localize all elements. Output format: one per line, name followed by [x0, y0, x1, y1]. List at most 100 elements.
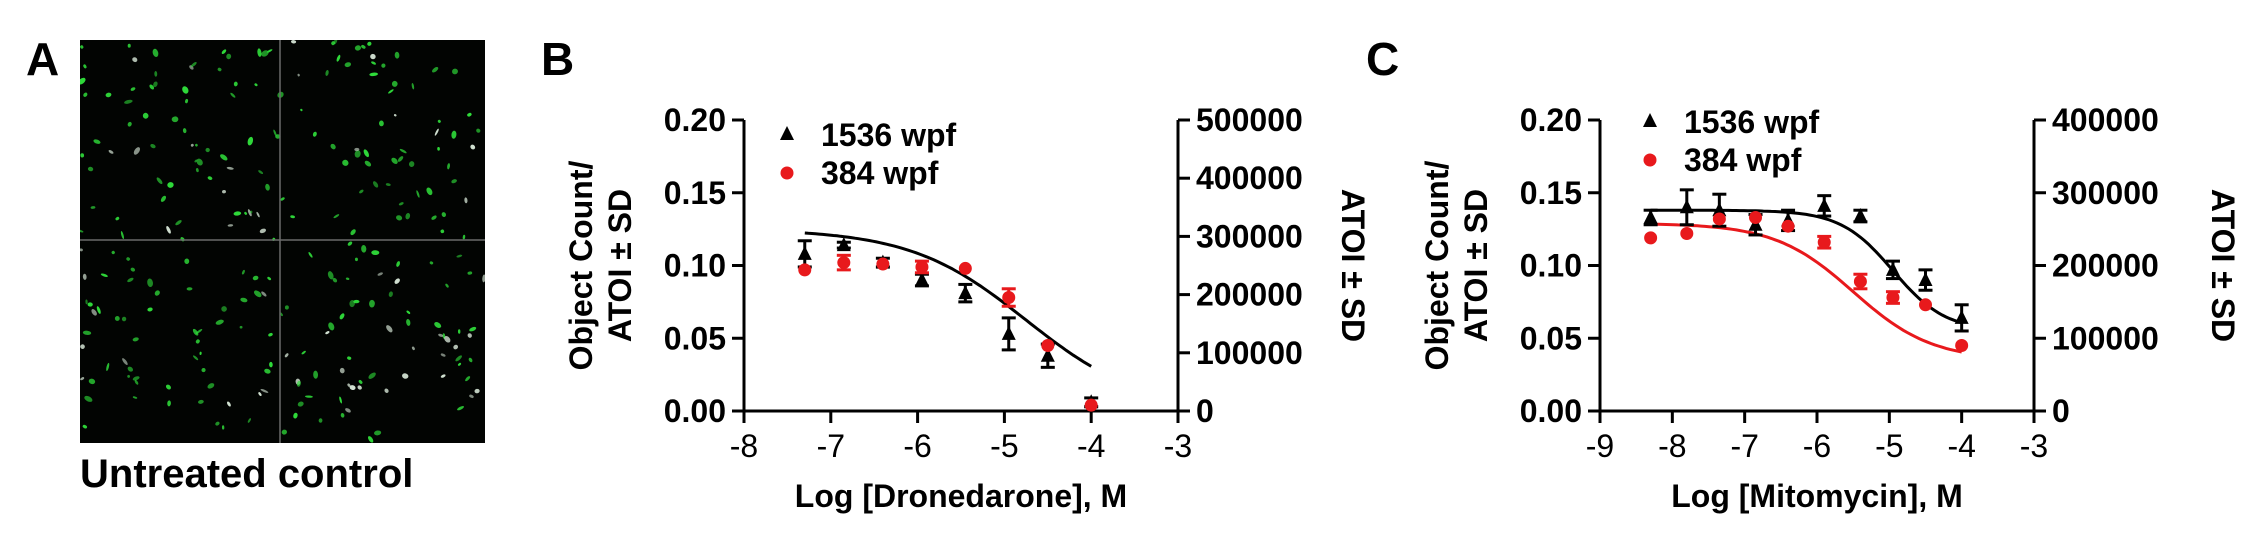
legend-label: 1536 wpf [1684, 104, 1820, 140]
cell-dot [221, 306, 227, 312]
cell-dot [378, 120, 384, 127]
cell-dot [342, 159, 349, 166]
cell-dot [396, 215, 403, 221]
y-left-tick-label: 0.00 [1520, 393, 1582, 429]
cell-dot [152, 48, 159, 57]
cell-dot [464, 197, 468, 204]
cell-dot [377, 272, 383, 276]
fit-curve [1650, 222, 1963, 354]
cell-dot [482, 274, 485, 283]
cell-dot [268, 333, 273, 337]
legend-label: 384 wpf [1684, 142, 1802, 178]
cell-dot [300, 108, 303, 112]
cell-dot [363, 149, 370, 158]
cell-dot [261, 50, 269, 57]
panel-b-label: B [541, 33, 575, 85]
cell-dot [330, 143, 336, 150]
cell-dot [440, 374, 446, 378]
cell-dot [264, 368, 271, 374]
cell-dot [364, 160, 372, 167]
cell-dot [106, 362, 110, 372]
cell-dot [127, 277, 134, 283]
cell-dot [434, 322, 442, 329]
cell-dot [440, 353, 446, 357]
legend-marker-triangle [780, 126, 794, 140]
data-point-circle [1817, 235, 1831, 249]
cell-dot [381, 63, 386, 68]
cell-dot [406, 310, 411, 314]
cell-dot [385, 183, 391, 186]
cell-dot [227, 401, 231, 407]
cell-dot [296, 380, 301, 387]
cell-dot [84, 395, 93, 402]
y-right-tick-label: 200000 [2052, 248, 2159, 284]
cell-dot [453, 344, 459, 350]
cell-dot [233, 81, 238, 87]
cell-dot [195, 168, 199, 173]
panel-c-label: C [1366, 33, 1400, 85]
y-axis-title-left-line2: ATOI ± SD [1458, 189, 1494, 342]
panel-a-label: A [26, 33, 60, 85]
cell-dot [358, 379, 363, 384]
cell-dot [327, 271, 334, 280]
cell-dot [132, 376, 140, 381]
cell-dot [111, 250, 115, 255]
data-point-circle [1853, 275, 1867, 289]
cell-dot [247, 209, 252, 217]
cell-dot [198, 399, 204, 404]
cell-dot [82, 424, 88, 429]
cell-dot [467, 112, 472, 117]
cell-dot [182, 128, 187, 134]
cell-dot [437, 119, 441, 123]
cell-dot [468, 357, 473, 363]
cell-dot [80, 153, 85, 158]
cell-dot [456, 254, 463, 258]
cell-dot [333, 40, 338, 45]
cell-dot [426, 187, 433, 196]
cell-dot [465, 376, 471, 382]
x-tick-label: -7 [1730, 428, 1758, 464]
cell-dot [416, 190, 420, 198]
cell-dot [284, 353, 289, 358]
cell-dot [371, 250, 380, 255]
cell-dot [281, 429, 287, 435]
cell-dot [350, 229, 356, 236]
data-point-circle [915, 260, 929, 274]
data-point-circle [1781, 219, 1795, 233]
y-left-tick-label: 0.10 [1520, 248, 1582, 284]
cell-dot [247, 136, 254, 146]
cell-dot [388, 89, 394, 94]
y-axis-title-right: ATOI ± SD [2205, 189, 2241, 342]
data-point-circle [1644, 231, 1658, 245]
data-point-triangle [1817, 197, 1832, 212]
y-left-tick-label: 0.10 [664, 248, 726, 284]
fit-curve [804, 231, 1092, 368]
cell-dot [405, 212, 411, 220]
cell-dot [434, 128, 439, 136]
cell-dot [369, 299, 375, 308]
cell-dot [258, 170, 264, 175]
fit-curve [1650, 208, 1963, 325]
y-left-tick-label: 0.05 [664, 320, 726, 356]
cell-dot [153, 81, 158, 88]
y-axis-title-left-line2: ATOI ± SD [602, 189, 638, 342]
cell-dot [457, 362, 462, 366]
x-tick-label: -4 [1947, 428, 1975, 464]
cell-dot [325, 331, 330, 335]
legend-marker-triangle [1643, 113, 1657, 127]
cell-dot [199, 351, 202, 355]
cell-dot [100, 273, 108, 277]
data-point-circle [876, 257, 890, 271]
cell-dot [124, 99, 133, 104]
data-point-circle [1712, 212, 1726, 226]
cell-dot [284, 305, 289, 310]
data-point-triangle [1918, 272, 1933, 287]
y-left-tick-label: 0.20 [664, 102, 726, 138]
cell-dot [127, 121, 132, 127]
cell-dot [301, 350, 306, 355]
cell-dot [394, 51, 400, 59]
y-axis-title-left-line1: Object Count/ [1419, 161, 1455, 371]
cell-dot [372, 181, 379, 188]
cell-dot [244, 211, 248, 215]
